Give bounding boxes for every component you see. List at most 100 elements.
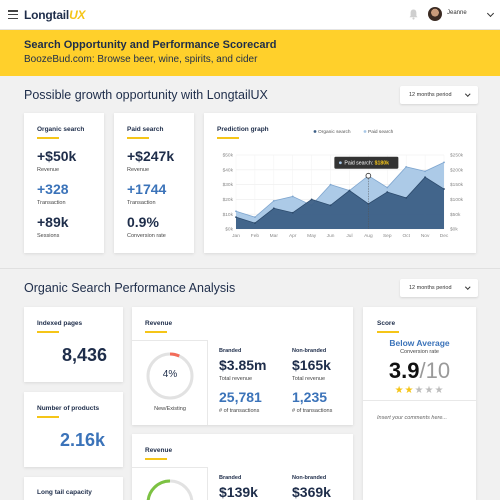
score-rating: Below Average (389, 338, 450, 348)
y-tick-label-left: $0k (225, 227, 233, 233)
chevron-down-icon (464, 284, 470, 290)
paid-search-card (114, 113, 194, 253)
card-title: Indexed pages (37, 320, 83, 327)
title-underline (37, 331, 59, 333)
nonbranded-transactions-label: # of transactions (292, 408, 333, 414)
legend-paid-swatch (363, 130, 367, 133)
gauge-value: 4% (162, 369, 178, 380)
card-title: Revenue (145, 447, 173, 454)
x-tick-label: Apr (289, 233, 297, 239)
tooltip-swatch (338, 161, 342, 165)
title-underline (127, 137, 149, 139)
nonbranded-label: Non-branded (292, 348, 327, 354)
bell-icon[interactable] (409, 9, 418, 20)
branded-revenue-label: Total revenue (219, 376, 253, 382)
x-tick-label: Mar (270, 233, 279, 239)
x-tick-label: Feb (251, 233, 260, 239)
logo-accent: UX (69, 8, 86, 22)
title-underline (217, 137, 239, 139)
organic-search-point (254, 222, 256, 224)
nonbranded-revenue-value: $369k (292, 484, 331, 500)
card-title: Paid search (127, 126, 164, 133)
score-value: 3.9 (388, 358, 420, 383)
paid-revenue-label: Revenue (127, 167, 150, 173)
organic-search-point (329, 204, 332, 207)
y-tick-label-left: $20k (223, 197, 234, 203)
paid-search-point (386, 186, 389, 189)
y-tick-label-right: $50k (450, 212, 461, 218)
branded-label: Branded (219, 348, 242, 354)
page-title: Search Opportunity and Performance Score… (24, 39, 277, 51)
star-filled-icon: ★ (404, 385, 415, 396)
star-empty-icon: ★ (414, 385, 425, 396)
comment-field[interactable]: Insert your comments here... (377, 415, 447, 421)
star-empty-icon: ★ (424, 385, 435, 396)
period-select-performance[interactable]: 12 months period (400, 279, 478, 297)
indexed-pages-value: 8,436 (62, 345, 108, 365)
organic-revenue-value: +$50k (37, 148, 77, 164)
branded-revenue-value: $3.85m (219, 357, 267, 373)
logo[interactable]: LongtailUX (24, 8, 86, 22)
tooltip-box (334, 156, 399, 169)
card-title: Number of products (37, 405, 100, 412)
star-filled-icon: ★ (394, 385, 405, 396)
avatar[interactable] (428, 7, 442, 21)
paid-conversion-label: Conversion rate (127, 233, 166, 239)
menu-icon[interactable] (8, 10, 18, 19)
organic-search-point (443, 188, 445, 190)
x-tick-label: Jun (327, 233, 335, 239)
card-title: Organic search (37, 126, 85, 133)
tooltip-label: Paid search: $180k (344, 160, 389, 166)
performance-heading: Organic Search Performance Analysis (24, 281, 236, 295)
revenue-card (132, 307, 353, 425)
y-tick-label-left: $10k (223, 212, 234, 218)
organic-search-point (405, 197, 408, 199)
user-name[interactable]: Jeanne (447, 10, 467, 16)
paid-search-point (405, 165, 408, 168)
divider (363, 400, 476, 401)
paid-transaction-value: +1744 (127, 181, 167, 197)
nonbranded-revenue-label: Total revenue (292, 376, 326, 382)
organic-search-line (235, 176, 445, 224)
paid-search-point (272, 199, 275, 202)
paid-search-point (329, 183, 332, 186)
card-title: Score (377, 320, 396, 327)
organic-revenue-label: Revenue (37, 167, 60, 173)
paid-search-point (235, 210, 237, 213)
card-title: Revenue (145, 320, 173, 327)
score-card (363, 307, 476, 500)
x-tick-label: Jul (346, 233, 352, 239)
divider (132, 340, 207, 341)
top-bar (0, 0, 500, 30)
legend-paid-label: Paid search (368, 129, 394, 135)
revenue-gauge (146, 352, 194, 400)
longtail-card (24, 477, 123, 500)
paid-search-line (235, 162, 445, 218)
x-tick-label: May (307, 233, 317, 239)
star-empty-icon: ★ (434, 385, 445, 396)
branded-revenue-value: $139k (219, 484, 258, 500)
organic-sessions-label: Sessions (37, 233, 60, 239)
organic-transaction-label: Transaction (37, 200, 66, 206)
organic-search-point (291, 211, 294, 214)
organic-search-card (24, 113, 104, 253)
x-tick-label: Sep (383, 233, 392, 239)
branded-transactions-label: # of transactions (219, 408, 260, 414)
period-select-growth[interactable]: 12 months period (400, 86, 478, 104)
divider (132, 467, 207, 468)
y-tick-label-left: $30k (223, 182, 234, 188)
x-tick-label: Dec (440, 233, 449, 239)
legend-organic-label: Organic search (318, 129, 351, 135)
nonbranded-label: Non-branded (292, 475, 327, 481)
y-tick-label-right: $250k (450, 153, 464, 159)
legend-organic-swatch (313, 130, 317, 133)
organic-search-point (310, 198, 313, 201)
title-underline (145, 458, 167, 460)
x-tick-label: Nov (421, 233, 430, 239)
organic-search-point (386, 191, 389, 193)
gauge-fill (146, 352, 194, 400)
logo-main: Longtail (24, 8, 70, 22)
score-display: 3.9/10 (363, 358, 476, 384)
y-tick-label-left: $50k (223, 153, 234, 159)
banner (0, 30, 500, 76)
